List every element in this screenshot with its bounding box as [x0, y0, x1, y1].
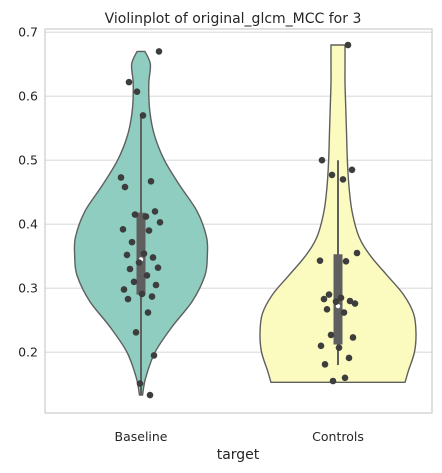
data-point — [151, 352, 158, 359]
data-point — [350, 334, 357, 341]
data-point — [326, 291, 333, 298]
data-point — [318, 343, 325, 350]
data-point — [346, 355, 353, 362]
data-point — [155, 264, 162, 271]
data-point — [124, 252, 131, 259]
data-point — [329, 172, 336, 179]
data-point — [136, 259, 143, 266]
data-point — [340, 176, 347, 183]
data-point — [129, 239, 136, 246]
data-point — [141, 250, 148, 257]
data-point — [321, 296, 328, 303]
y-tick-label: 0.6 — [18, 89, 38, 104]
data-point — [148, 178, 155, 185]
x-tick-labels: Baseline Controls — [115, 429, 364, 444]
data-point — [324, 306, 331, 313]
data-point — [149, 293, 156, 300]
data-point — [330, 378, 337, 385]
data-point — [322, 361, 329, 368]
data-point — [317, 257, 324, 264]
data-point — [343, 258, 350, 265]
x-tick-label: Controls — [312, 429, 364, 444]
data-point — [133, 329, 140, 336]
data-point — [146, 227, 153, 234]
y-tick-label: 0.2 — [18, 345, 38, 360]
data-point — [137, 380, 144, 387]
data-point — [333, 298, 340, 305]
data-point — [131, 279, 138, 286]
data-point — [156, 48, 163, 55]
data-point — [125, 296, 132, 303]
data-point — [341, 309, 348, 316]
data-point — [127, 266, 134, 273]
data-point — [152, 208, 159, 215]
data-point — [150, 254, 157, 261]
data-point — [147, 392, 154, 399]
data-point — [145, 309, 152, 316]
data-point — [349, 167, 356, 174]
y-tick-labels: 0.2 0.3 0.4 0.5 0.6 0.7 — [18, 25, 38, 360]
y-tick-label: 0.4 — [18, 217, 38, 232]
data-point — [121, 286, 128, 293]
y-tick-label: 0.5 — [18, 153, 38, 168]
data-point — [328, 332, 335, 339]
data-point — [345, 42, 352, 49]
data-point — [354, 250, 361, 257]
data-point — [153, 282, 160, 289]
data-point — [134, 88, 141, 95]
data-point — [126, 79, 133, 86]
data-point — [140, 112, 147, 119]
violins-layer — [74, 45, 416, 395]
data-point — [132, 211, 139, 218]
x-axis-label: target — [217, 447, 260, 463]
data-point — [122, 184, 129, 191]
data-point — [336, 344, 343, 351]
data-point — [139, 291, 146, 298]
data-point — [143, 213, 150, 220]
data-point — [319, 157, 326, 164]
data-point — [157, 219, 164, 226]
data-point — [342, 375, 349, 382]
y-tick-label: 0.3 — [18, 281, 38, 296]
data-point — [120, 226, 127, 233]
chart-title: Violinplot of original_glcm_MCC for 3 — [105, 11, 362, 27]
data-point — [118, 174, 125, 181]
x-tick-label: Baseline — [115, 429, 168, 444]
y-tick-label: 0.7 — [18, 25, 38, 40]
data-point — [144, 272, 151, 279]
data-point — [352, 300, 359, 307]
